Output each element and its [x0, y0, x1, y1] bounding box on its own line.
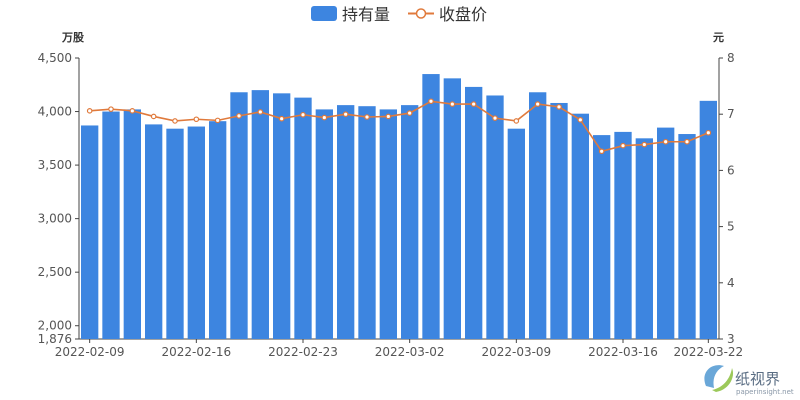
bar[interactable] [337, 105, 355, 340]
price-point[interactable] [214, 117, 221, 124]
x-tick-label: 2022-02-16 [161, 345, 231, 359]
bar[interactable] [358, 106, 376, 339]
price-point[interactable] [385, 113, 392, 120]
bar[interactable] [465, 86, 483, 339]
legend-swatch-price-marker [415, 8, 427, 19]
bar[interactable] [294, 97, 312, 339]
legend-label-price: 收盘价 [439, 5, 487, 24]
legend-label-holdings: 持有量 [342, 5, 390, 24]
bar[interactable] [230, 92, 248, 339]
y-left-tick-label: 4,000 [38, 105, 72, 119]
price-point[interactable] [86, 108, 93, 114]
price-point[interactable] [641, 141, 648, 148]
bar[interactable] [166, 128, 184, 339]
x-tick-label: 2022-03-02 [375, 345, 445, 359]
bar[interactable] [614, 131, 632, 339]
price-point[interactable] [108, 106, 114, 112]
price-point[interactable] [513, 118, 520, 124]
price-point[interactable] [342, 111, 349, 118]
price-point[interactable] [620, 142, 626, 149]
y-left-tick-label: 2,000 [38, 319, 72, 333]
y-left-tick-label: 2,500 [38, 265, 72, 279]
bar[interactable] [401, 105, 419, 340]
price-point[interactable] [556, 104, 562, 110]
price-point[interactable] [300, 111, 306, 118]
bar[interactable] [657, 127, 675, 339]
bar[interactable] [529, 92, 547, 339]
bar[interactable] [187, 126, 205, 339]
y-right-tick-label: 4 [727, 276, 735, 290]
price-point[interactable] [449, 101, 456, 107]
price-point[interactable] [172, 118, 178, 124]
price-point[interactable] [598, 148, 605, 155]
price-point[interactable] [321, 114, 328, 121]
price-point[interactable] [662, 138, 669, 145]
price-point[interactable] [129, 108, 136, 114]
x-tick-label: 2022-03-22 [673, 345, 743, 359]
x-tick-label: 2022-03-16 [588, 345, 658, 359]
price-point[interactable] [364, 114, 370, 120]
price-point[interactable] [492, 115, 498, 121]
price-point[interactable] [150, 113, 157, 120]
price-point[interactable] [577, 117, 584, 123]
x-tick-label: 2022-03-09 [481, 345, 551, 359]
line-series-price [86, 98, 712, 155]
bar[interactable] [209, 121, 227, 340]
y-right-ticks: 3 4 5 6 7 8 [719, 51, 735, 346]
y-left-tick-label: 3,000 [38, 212, 72, 226]
x-ticks: 2022-02-09 2022-02-16 2022-02-23 2022-03-02… [55, 339, 743, 359]
bar[interactable] [315, 109, 333, 339]
watermark: 纸视界 paperinsight.net [704, 365, 794, 396]
bar[interactable] [571, 113, 589, 339]
bar[interactable] [507, 128, 525, 339]
price-point[interactable] [193, 116, 200, 123]
x-tick-label: 2022-02-09 [55, 345, 125, 359]
bar[interactable] [102, 111, 120, 339]
price-point[interactable] [470, 101, 477, 107]
price-point[interactable] [534, 101, 541, 107]
watermark-subtext: paperinsight.net [736, 388, 794, 396]
watermark-text: 纸视界 [735, 370, 780, 388]
bar[interactable] [123, 109, 141, 339]
y-right-tick-label: 5 [727, 220, 735, 234]
legend[interactable]: 持有量 收盘价 [311, 5, 487, 24]
y-right-tick-label: 3 [727, 332, 735, 346]
price-point[interactable] [705, 129, 712, 136]
x-tick-label: 2022-02-23 [268, 345, 338, 359]
y-right-unit: 元 [713, 31, 724, 44]
bar[interactable] [486, 95, 504, 339]
bar[interactable] [678, 134, 696, 339]
bar[interactable] [81, 125, 99, 339]
bar[interactable] [379, 109, 397, 339]
y-right-tick-label: 7 [727, 107, 735, 121]
y-right-tick-label: 6 [727, 163, 735, 177]
bar[interactable] [422, 74, 440, 339]
watermark-logo-icon [704, 365, 734, 392]
bar[interactable] [273, 93, 291, 340]
price-point[interactable] [428, 98, 434, 105]
price-line [89, 100, 709, 153]
y-left-tick-label: 1,876 [38, 332, 72, 346]
legend-swatch-holdings [311, 6, 337, 21]
price-point[interactable] [236, 113, 242, 119]
bar[interactable] [635, 138, 653, 339]
price-point[interactable] [278, 115, 285, 122]
price-point[interactable] [684, 138, 690, 145]
bar[interactable] [550, 102, 568, 339]
price-point[interactable] [257, 109, 264, 115]
bar[interactable] [593, 135, 611, 339]
y-left-unit: 万股 [61, 31, 85, 44]
bar[interactable] [251, 90, 269, 339]
y-left-tick-label: 4,500 [38, 51, 72, 65]
bar[interactable] [699, 100, 717, 340]
bar-series-holdings [81, 74, 717, 340]
price-point[interactable] [406, 110, 413, 116]
y-right-tick-label: 8 [727, 51, 735, 65]
bar[interactable] [443, 78, 461, 339]
bar[interactable] [145, 124, 163, 340]
y-left-tick-label: 3,500 [38, 158, 72, 172]
